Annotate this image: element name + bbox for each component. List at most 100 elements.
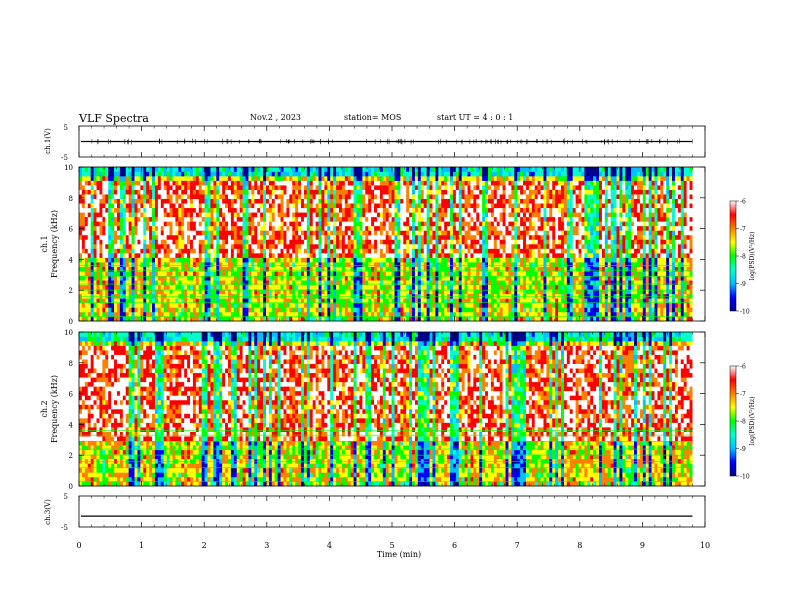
spec-cell bbox=[265, 248, 270, 254]
spec-cell bbox=[263, 221, 267, 227]
spec-cell bbox=[190, 225, 194, 231]
spec-cell bbox=[482, 289, 486, 295]
spec-cell bbox=[268, 275, 273, 281]
spec-cell bbox=[225, 180, 229, 186]
spec-cell bbox=[353, 316, 357, 322]
spec-cell bbox=[303, 284, 308, 290]
spec-cell bbox=[289, 257, 293, 263]
spec-cell bbox=[233, 194, 238, 200]
spec-cell bbox=[93, 289, 97, 295]
spec-cell bbox=[227, 180, 232, 186]
spec-cell bbox=[429, 167, 433, 172]
spec-cell bbox=[312, 230, 316, 236]
spec-cell bbox=[169, 203, 173, 209]
spec-cell bbox=[108, 244, 112, 249]
spec-cell bbox=[330, 189, 334, 195]
spec-cell bbox=[87, 212, 91, 218]
spec-cell bbox=[216, 289, 220, 295]
spec-cell bbox=[382, 266, 387, 272]
spec-cell bbox=[371, 302, 375, 308]
spec-cell bbox=[315, 253, 319, 258]
spec-cell bbox=[283, 221, 287, 227]
spec-cell bbox=[420, 289, 425, 295]
spec-cell bbox=[385, 230, 389, 236]
spec-cell bbox=[400, 221, 404, 227]
spec-cell bbox=[333, 207, 337, 213]
spec-cell bbox=[426, 225, 430, 231]
spec-cell bbox=[201, 212, 205, 218]
spec-cell bbox=[479, 280, 483, 286]
spec-cell bbox=[131, 275, 135, 281]
spec-cell bbox=[376, 189, 381, 195]
spec-cell bbox=[84, 302, 89, 308]
spec-cell bbox=[219, 244, 223, 249]
spec-cell bbox=[476, 275, 480, 281]
spec-cell bbox=[210, 221, 214, 227]
spec-cell bbox=[172, 262, 176, 267]
spec-cell bbox=[461, 266, 465, 272]
spec-cell bbox=[201, 262, 205, 267]
spec-cell bbox=[470, 280, 474, 286]
spec-cell bbox=[371, 216, 375, 222]
spec-cell bbox=[295, 225, 299, 231]
spec-cell bbox=[274, 280, 278, 286]
spec-cell bbox=[359, 198, 363, 204]
spec-cell bbox=[90, 239, 94, 245]
spec-cell bbox=[225, 171, 229, 177]
spec-cell bbox=[324, 185, 328, 190]
spec-cell bbox=[245, 266, 249, 272]
spec-cell bbox=[423, 257, 427, 263]
spec-cell bbox=[455, 266, 460, 272]
spec-cell bbox=[140, 302, 144, 308]
spec-cell bbox=[260, 167, 264, 172]
spec-cell bbox=[470, 275, 474, 281]
spec-cell bbox=[458, 167, 462, 172]
spec-cell bbox=[207, 248, 211, 254]
spec-cell bbox=[187, 167, 191, 172]
spec-cell bbox=[169, 194, 173, 200]
spec-cell bbox=[435, 176, 439, 181]
spec-cell bbox=[388, 289, 392, 295]
spec-cell bbox=[184, 298, 188, 304]
spec-cell bbox=[356, 257, 360, 263]
spec-cell bbox=[306, 266, 311, 272]
spec-cell bbox=[242, 311, 246, 317]
spec-cell bbox=[125, 189, 129, 195]
spec-cell bbox=[409, 221, 413, 227]
spec-cell bbox=[432, 298, 436, 304]
spec-cell bbox=[295, 298, 299, 304]
spec-cell bbox=[487, 316, 492, 322]
spec-cell bbox=[292, 171, 296, 177]
spec-cell bbox=[414, 316, 419, 322]
spec-cell bbox=[321, 225, 325, 231]
spec-cell bbox=[397, 189, 401, 195]
spec-cell bbox=[493, 167, 498, 172]
spec-cell bbox=[444, 189, 448, 195]
spec-cell bbox=[87, 298, 91, 304]
spec-cell bbox=[192, 244, 197, 249]
spec-cell bbox=[482, 203, 486, 209]
spec-cell bbox=[385, 302, 389, 308]
spec-cell bbox=[450, 289, 454, 295]
spec-cell bbox=[458, 185, 462, 190]
spec-cell bbox=[122, 239, 127, 245]
spec-cell bbox=[216, 307, 220, 313]
spec-cell bbox=[268, 298, 273, 304]
spec-cell bbox=[435, 244, 439, 249]
spec-cell bbox=[213, 176, 217, 181]
spec-cell bbox=[210, 248, 214, 254]
spec-cell bbox=[409, 257, 413, 263]
spec-cell bbox=[230, 253, 235, 258]
spec-cell bbox=[394, 198, 398, 204]
spec-cell bbox=[93, 266, 97, 272]
spec-cell bbox=[236, 176, 240, 181]
spec-cell bbox=[420, 207, 425, 213]
spec-cell bbox=[441, 248, 445, 254]
spec-cell bbox=[271, 307, 276, 313]
spec-cell bbox=[190, 271, 194, 277]
spec-cell bbox=[280, 284, 284, 290]
spec-cell bbox=[146, 284, 150, 290]
spec-cell bbox=[414, 275, 419, 281]
spec-cell bbox=[219, 176, 223, 181]
spec-cell bbox=[426, 275, 430, 281]
